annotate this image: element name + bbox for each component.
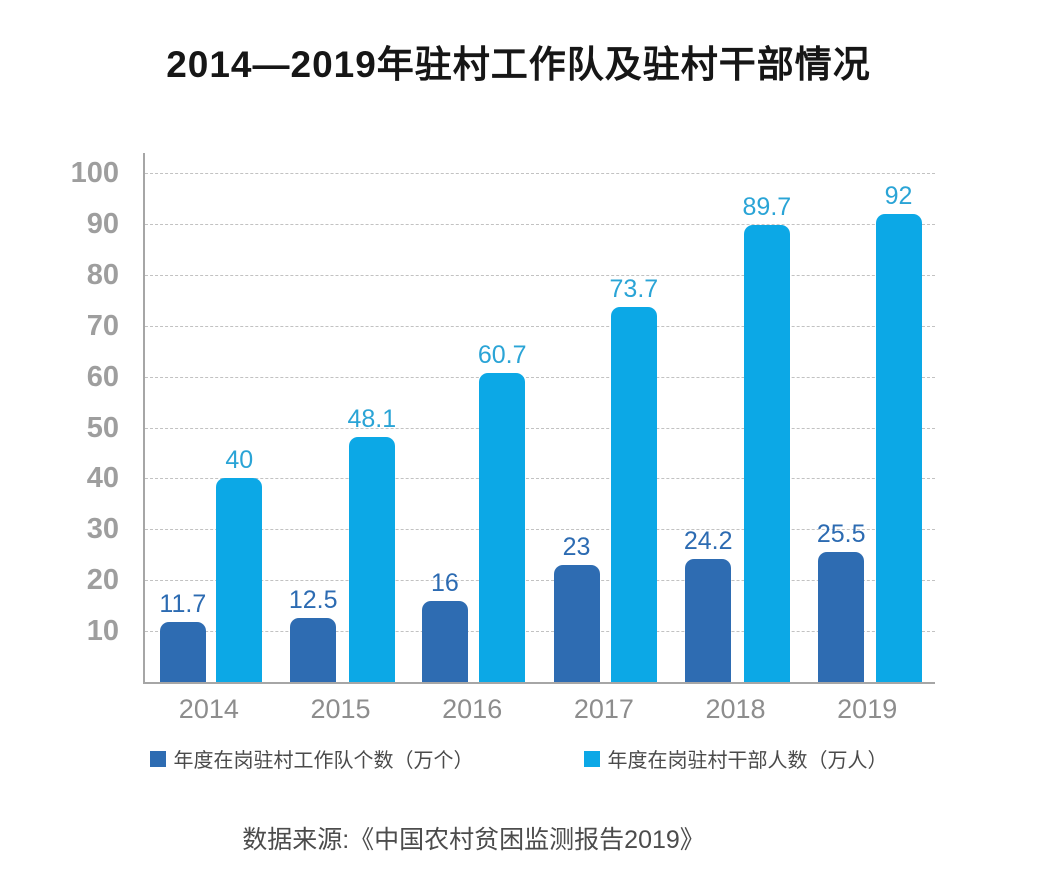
bar-value-label: 11.7: [159, 590, 207, 619]
bar-value-label: 40: [225, 446, 254, 475]
y-axis-tick-label: 20: [86, 564, 119, 597]
legend-label: 年度在岗驻村干部人数（万人）: [607, 750, 888, 772]
bar: [875, 213, 922, 682]
bar-value-label: 60.7: [477, 341, 527, 370]
y-axis-tick-label: 50: [86, 411, 119, 444]
bar-column: 11.7: [159, 592, 206, 682]
bar-value-label: 92: [884, 181, 913, 210]
bar-group: 23 73.7: [540, 274, 672, 682]
x-axis-label: 2016: [442, 694, 503, 724]
bar-column: 24.2: [683, 526, 733, 682]
bar-column: 12.5: [289, 588, 338, 682]
y-axis-tick-label: 90: [86, 207, 119, 240]
gridline: [145, 427, 935, 429]
gridline: [145, 376, 935, 378]
gridline: [145, 529, 935, 531]
bar: [685, 558, 732, 682]
bar-column: 92: [875, 181, 922, 682]
bar: [348, 437, 395, 682]
y-axis-tick-label: 100: [70, 157, 119, 189]
x-axis: 2014 2015 2016 2017 2018 2019: [143, 694, 933, 725]
bar-column: 16: [421, 568, 468, 682]
x-axis-label: 2014: [178, 694, 239, 724]
gridline: [145, 173, 935, 174]
legend-swatch-light-icon: [583, 750, 600, 767]
x-axis-label: 2017: [573, 694, 634, 724]
legend-item-cadres: 年度在岗驻村干部人数（万人）: [583, 744, 888, 773]
bar-value-label: 89.7: [742, 193, 792, 222]
bar-column: 73.7: [609, 274, 659, 682]
y-axis-tick-label: 30: [86, 513, 119, 546]
bar: [479, 373, 526, 682]
x-axis-label: 2018: [705, 694, 766, 724]
bar: [159, 622, 206, 682]
gridline: [145, 325, 935, 327]
bar: [216, 478, 263, 682]
y-axis-tick-label: 60: [86, 360, 119, 393]
bar-column: 25.5: [817, 522, 866, 682]
bar-value-label: 25.5: [816, 520, 866, 549]
bar-group: 24.2 89.7: [672, 195, 804, 682]
gridline: [145, 631, 935, 633]
chart-title: 2014—2019年驻村工作队及驻村干部情况: [166, 44, 871, 85]
gridline: [145, 478, 935, 480]
bar-group: 16 60.7: [408, 343, 540, 682]
y-axis: 10 20 30 40 50 60 70 80 90 100: [0, 153, 131, 682]
bar: [610, 306, 657, 682]
bar-value-label: 48.1: [347, 405, 397, 434]
bar-column: 89.7: [742, 193, 792, 682]
bar-value-label: 12.5: [288, 586, 338, 615]
legend-swatch-dark-icon: [149, 750, 166, 767]
y-axis-tick-label: 80: [86, 258, 119, 291]
bar: [818, 552, 865, 682]
bar-value-label: 16: [430, 568, 459, 597]
gridline: [145, 223, 935, 225]
source-note: 数据来源:《中国农村贫困监测报告2019》: [242, 826, 705, 854]
bar: [421, 600, 468, 682]
x-axis-label: 2019: [837, 694, 898, 724]
y-axis-tick-label: 70: [86, 309, 119, 342]
legend-item-work-teams: 年度在岗驻村工作队个数（万个）: [149, 744, 474, 773]
gridline: [145, 580, 935, 582]
legend-label: 年度在岗驻村工作队个数（万个）: [173, 750, 474, 772]
y-axis-tick-label: 40: [86, 462, 119, 495]
legend: 年度在岗驻村工作队个数（万个） 年度在岗驻村干部人数（万人）: [0, 744, 1037, 773]
bar: [553, 564, 600, 682]
plot-area: 11.7 40 12.5 48.1 16 60.7 23 73.7 24.2 89.7 25.5 92: [143, 153, 935, 684]
y-axis-tick-label: 10: [86, 615, 119, 648]
bar: [290, 618, 337, 682]
bar-column: 60.7: [478, 343, 527, 682]
bar-column: 40: [216, 446, 263, 682]
bars-container: 11.7 40 12.5 48.1 16 60.7 23 73.7 24.2 89.7 25.5 92: [145, 153, 935, 682]
bar-value-label: 23: [562, 532, 591, 561]
bar-column: 23: [553, 532, 600, 682]
bar-value-label: 24.2: [683, 526, 733, 555]
bar: [743, 225, 790, 682]
bar-group: 12.5 48.1: [277, 407, 409, 682]
x-axis-label: 2015: [310, 694, 371, 724]
bar-group: 25.5 92: [803, 181, 935, 682]
bar-group: 11.7 40: [145, 448, 277, 682]
bar-value-label: 73.7: [609, 274, 659, 303]
bar-column: 48.1: [347, 405, 397, 682]
gridline: [145, 274, 935, 276]
